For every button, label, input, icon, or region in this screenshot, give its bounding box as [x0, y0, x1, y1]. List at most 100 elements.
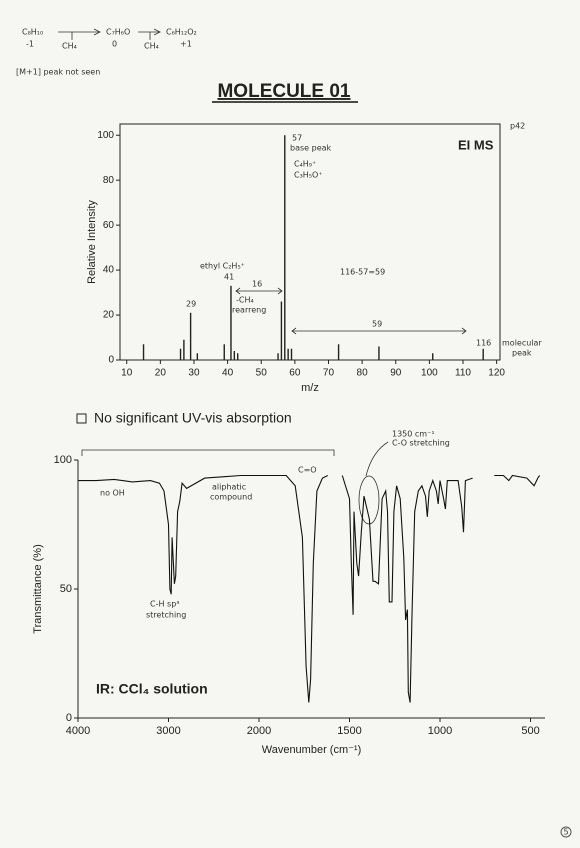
ms-note: ethyl C₂H₅⁺: [200, 262, 245, 271]
arrow: [235, 287, 283, 295]
ir-note: 1350 cm⁻¹: [392, 430, 435, 439]
x-tick-label: 80: [357, 368, 369, 379]
x-tick-label: 20: [155, 368, 167, 379]
ms-note: 116-57=59: [340, 268, 385, 277]
ms-note: 29: [186, 300, 196, 309]
x-tick-label: 50: [256, 368, 268, 379]
note: -1: [26, 40, 34, 49]
peak: [142, 344, 145, 360]
peak: [290, 348, 293, 360]
ms-annotations: EI MS 57 base peak C₄H₉⁺ C₃H₅O⁺ ethyl C₂…: [186, 134, 542, 358]
peak: [378, 346, 380, 360]
circle-mark: [358, 475, 380, 525]
x-tick-label: 4000: [66, 725, 90, 737]
y-tick-label: 60: [103, 220, 115, 231]
x-tick-label: 2000: [247, 725, 271, 737]
x-axis-label: Wavenumber (cm⁻¹): [262, 744, 362, 756]
y-tick-label: 50: [60, 583, 72, 595]
y-tick-label: 0: [108, 355, 114, 366]
ms-note: peak: [512, 349, 532, 358]
spectrum-line: [78, 474, 541, 703]
y-axis-label: Transmittance (%): [32, 544, 44, 633]
ms-note: 57: [292, 134, 302, 143]
note: C₈H₁₀: [22, 28, 43, 37]
x-tick-label: 110: [455, 368, 471, 379]
note: p42: [510, 122, 525, 131]
plot-frame: [119, 123, 501, 361]
peak: [233, 351, 236, 360]
peak: [223, 344, 225, 360]
x-tick-label: 3000: [156, 725, 180, 737]
y-tick-label: 20: [103, 310, 115, 321]
x-tick-label: 500: [521, 725, 539, 737]
bracket: [81, 449, 335, 456]
x-tick-label: 1500: [337, 725, 361, 737]
peak: [337, 344, 340, 360]
x-axis-label: m/z: [301, 382, 319, 394]
ir-note: aliphatic: [212, 483, 246, 492]
x-tick-label: 70: [323, 368, 335, 379]
peak: [230, 285, 232, 360]
peak: [287, 348, 289, 360]
note: +1: [180, 40, 192, 49]
ms-note: molecular: [502, 339, 542, 348]
y-tick-label: 100: [54, 454, 72, 466]
arrow: [365, 441, 389, 477]
ms-note: 59: [372, 320, 382, 329]
ir-note: no OH: [100, 489, 125, 498]
y-tick-label: 80: [103, 175, 115, 186]
peak: [432, 353, 434, 360]
arrow: [58, 28, 161, 40]
y-axis-label: Relative Intensity: [86, 200, 98, 284]
ir-annotations: no OH aliphatic compound C=O 1350 cm⁻¹ C…: [81, 430, 450, 697]
x-tick-label: 120: [488, 368, 505, 379]
ir-note: C-H sp³: [150, 600, 179, 609]
peak: [196, 353, 199, 360]
ms-note: 116: [476, 339, 491, 348]
peak: [482, 348, 484, 360]
ir-note: compound: [210, 493, 252, 502]
peak: [236, 353, 239, 360]
notes: C₈H₁₀ -1 CH₄ C₇H₆O 0 CH₄ C₆H₁₂O₂ +1 [M+1…: [16, 28, 572, 838]
note: C₆H₁₂O₂: [166, 28, 197, 37]
ms-label: EI MS: [458, 137, 494, 152]
peak: [277, 353, 279, 360]
ms-note: C₃H₅O⁺: [294, 171, 323, 180]
ms-note: 16: [252, 280, 262, 289]
ir-note: stretching: [146, 611, 186, 620]
page-number: 5: [563, 828, 568, 837]
y-tick-label: 40: [103, 265, 115, 276]
peak: [280, 301, 283, 360]
note: 0: [112, 40, 117, 49]
ir-note: C=O: [298, 466, 317, 475]
arrow: [291, 327, 467, 335]
y-tick-label: 100: [97, 130, 114, 141]
checkbox: [76, 413, 87, 424]
x-tick-label: 40: [222, 368, 234, 379]
ir-note: C-O stretching: [392, 439, 450, 448]
peak: [189, 312, 192, 360]
x-tick-label: 60: [289, 368, 301, 379]
ms-note: 41: [224, 273, 234, 282]
x-tick-label: 100: [421, 368, 438, 379]
ms-note: C₄H₉⁺: [294, 160, 316, 169]
peak: [179, 348, 182, 360]
peak: [284, 135, 286, 360]
note: CH₄: [62, 42, 77, 51]
x-tick-label: 1000: [428, 725, 452, 737]
x-tick-label: 90: [390, 368, 402, 379]
y-tick-label: 0: [66, 712, 72, 724]
note: [M+1] peak not seen: [16, 68, 100, 77]
note: C₇H₆O: [106, 28, 130, 37]
peak: [183, 339, 185, 360]
uv-note: No significant UV-vis absorption: [94, 410, 292, 426]
note: CH₄: [144, 42, 159, 51]
ms-note: -CH₄: [236, 296, 254, 305]
x-tick-label: 10: [121, 368, 133, 379]
heading: MOLECULE 01: [217, 81, 350, 102]
x-tick-label: 30: [188, 368, 200, 379]
ir-label: IR: CCl₄ solution: [96, 681, 208, 697]
ms-note: rearreng: [232, 306, 266, 315]
